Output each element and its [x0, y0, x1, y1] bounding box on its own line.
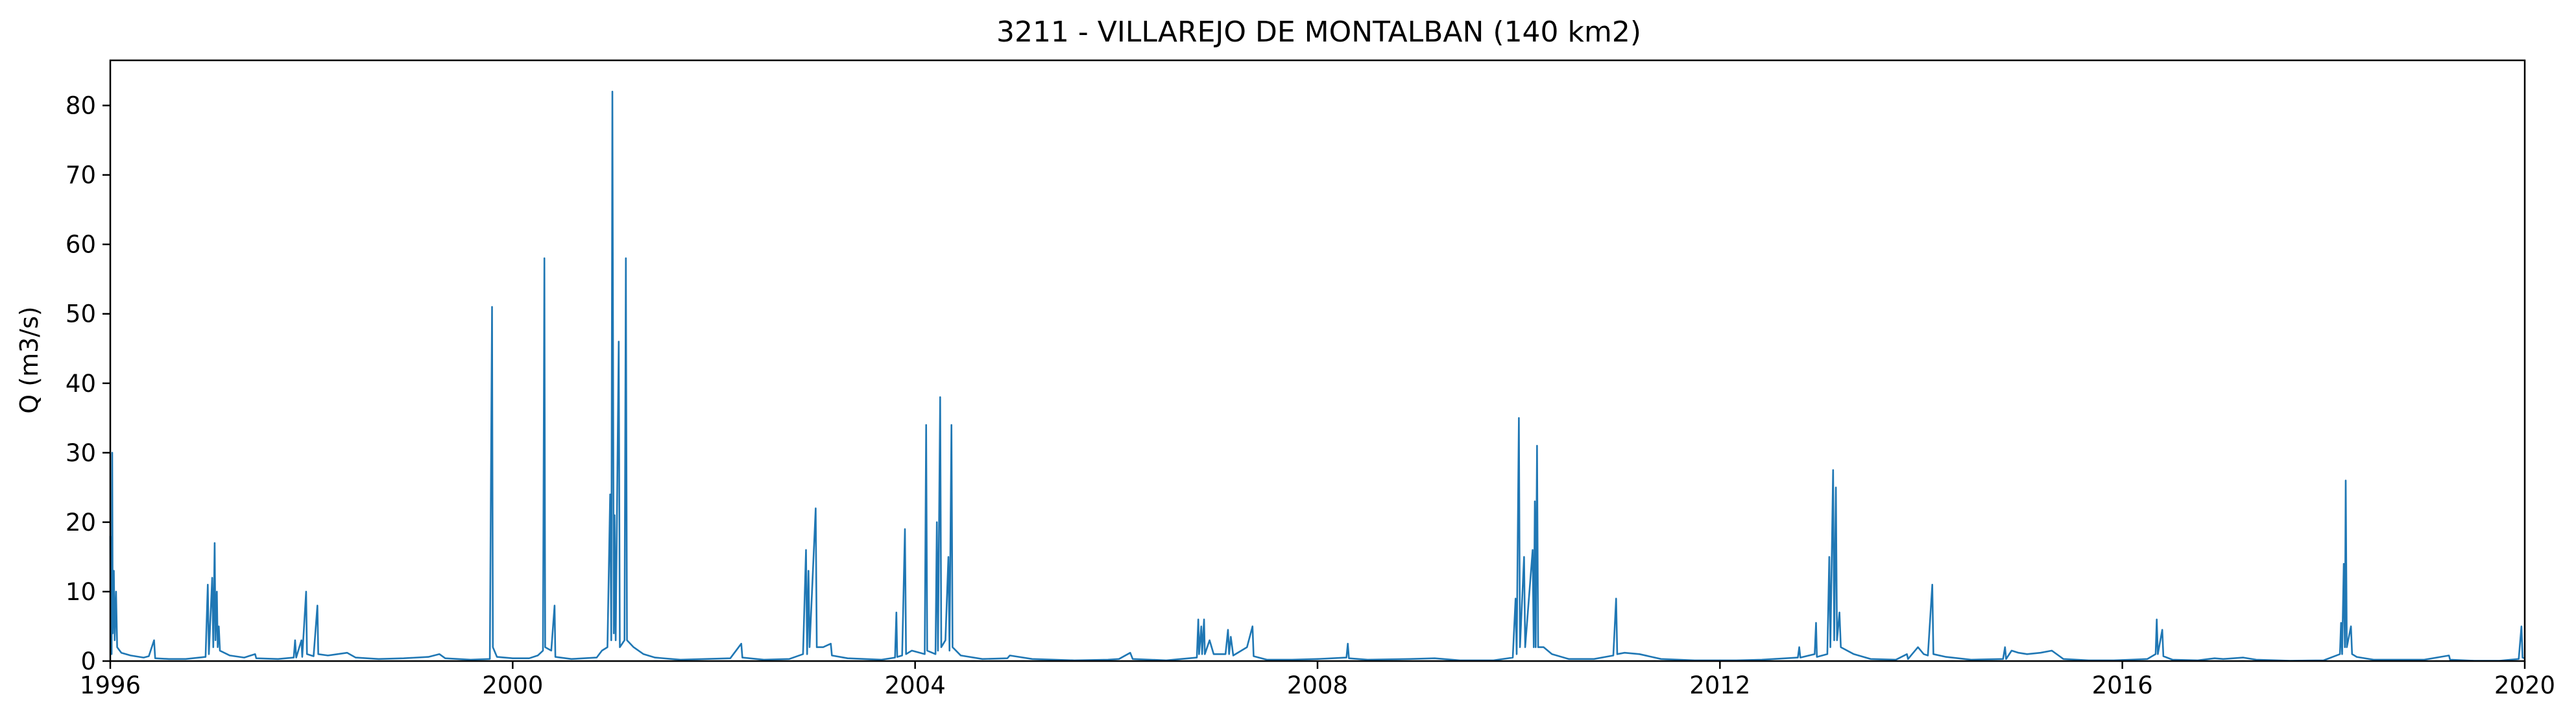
y-tick-label: 50	[66, 300, 96, 328]
y-tick-label: 0	[80, 647, 96, 675]
y-tick-label: 20	[66, 509, 96, 537]
x-tick-label: 1996	[80, 671, 141, 699]
y-tick-label: 60	[66, 231, 96, 259]
x-tick-label: 2020	[2494, 671, 2555, 699]
x-tick-label: 2008	[1287, 671, 1348, 699]
x-tick-label: 2012	[1689, 671, 1750, 699]
plot-area: 1996 2000 2004 2008 2012 2016 2020 0 10 20 30 40 50…	[66, 59, 2555, 699]
x-tick-label: 2016	[2092, 671, 2153, 699]
discharge-series-line	[109, 90, 2525, 662]
x-tick-label: 2000	[482, 671, 543, 699]
x-tick-label: 2004	[885, 671, 946, 699]
y-tick-label: 70	[66, 162, 96, 189]
y-axis-label: Q (m3/s)	[15, 306, 43, 413]
chart-title: 3211 - VILLAREJO DE MONTALBAN (140 km2)	[996, 16, 1641, 49]
y-tick-label: 40	[66, 370, 96, 398]
y-tick-label: 10	[66, 578, 96, 606]
y-tick-label: 80	[66, 92, 96, 120]
y-tick-label: 30	[66, 439, 96, 467]
x-axis: 1996 2000 2004 2008 2012 2016 2020	[80, 661, 2555, 699]
axes-frame	[109, 59, 2526, 662]
y-axis: 0 10 20 30 40 50 60 70 80	[66, 92, 110, 675]
